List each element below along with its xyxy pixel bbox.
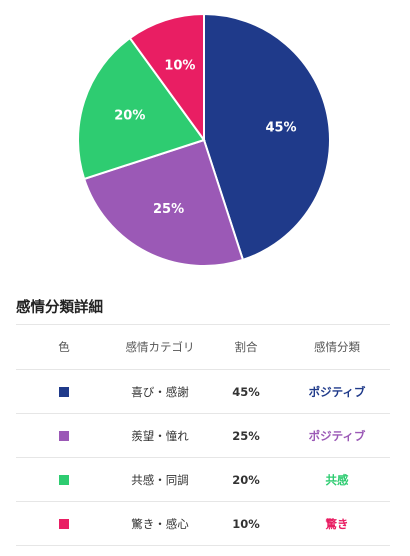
color-swatch xyxy=(59,431,69,441)
table-row: 羨望・憧れ 25% ポジティブ xyxy=(16,413,390,458)
color-swatch xyxy=(59,387,69,397)
pie-chart: 45% 25% 20% 10% xyxy=(77,12,331,267)
color-cell xyxy=(16,501,112,546)
pie-slice-1 xyxy=(203,12,331,262)
color-swatch xyxy=(59,475,69,485)
percent-cell: 45% xyxy=(208,369,284,414)
percent-cell: 10% xyxy=(208,501,284,546)
percent-cell: 20% xyxy=(208,457,284,502)
pie-slice-label-4: 10% xyxy=(164,58,195,73)
emotion-detail-table: 色 感情カテゴリ 割合 感情分類 喜び・感謝 45% ポジティブ 羨望・憧れ 25% ポジ… xyxy=(16,324,390,546)
table-row: 共感・同調 20% 共感 xyxy=(16,457,390,502)
pie-slice-label-3: 20% xyxy=(114,108,145,123)
table-title: 感情分類詳細 xyxy=(16,300,103,316)
pie-slice-2 xyxy=(82,138,245,267)
classification-cell: 共感 xyxy=(284,457,390,502)
table-row: 驚き・感心 10% 驚き xyxy=(16,501,390,546)
table-body: 喜び・感謝 45% ポジティブ 羨望・憧れ 25% ポジティブ 共感・同調 20% 共感 驚き・感… xyxy=(16,369,390,546)
classification-cell: ポジティブ xyxy=(284,413,390,458)
classification-cell: 驚き xyxy=(284,501,390,546)
category-cell: 羨望・憧れ xyxy=(112,413,208,458)
category-cell: 共感・同調 xyxy=(112,457,208,502)
header-percent: 割合 xyxy=(208,324,284,370)
color-cell xyxy=(16,369,112,414)
header-category: 感情カテゴリ xyxy=(112,324,208,370)
pie-slice-label-2: 25% xyxy=(153,202,184,217)
color-cell xyxy=(16,457,112,502)
category-cell: 喜び・感謝 xyxy=(112,369,208,414)
category-cell: 驚き・感心 xyxy=(112,501,208,546)
classification-cell: ポジティブ xyxy=(284,369,390,414)
header-color: 色 xyxy=(16,324,112,370)
percent-cell: 25% xyxy=(208,413,284,458)
pie-slice-3 xyxy=(77,36,206,181)
color-swatch xyxy=(59,519,69,529)
pie-slice-4 xyxy=(128,12,205,144)
header-classification: 感情分類 xyxy=(284,324,390,370)
color-cell xyxy=(16,413,112,458)
table-row: 喜び・感謝 45% ポジティブ xyxy=(16,369,390,414)
table-header-row: 色 感情カテゴリ 割合 感情分類 xyxy=(16,324,390,370)
pie-slice-label-1: 45% xyxy=(265,120,296,135)
